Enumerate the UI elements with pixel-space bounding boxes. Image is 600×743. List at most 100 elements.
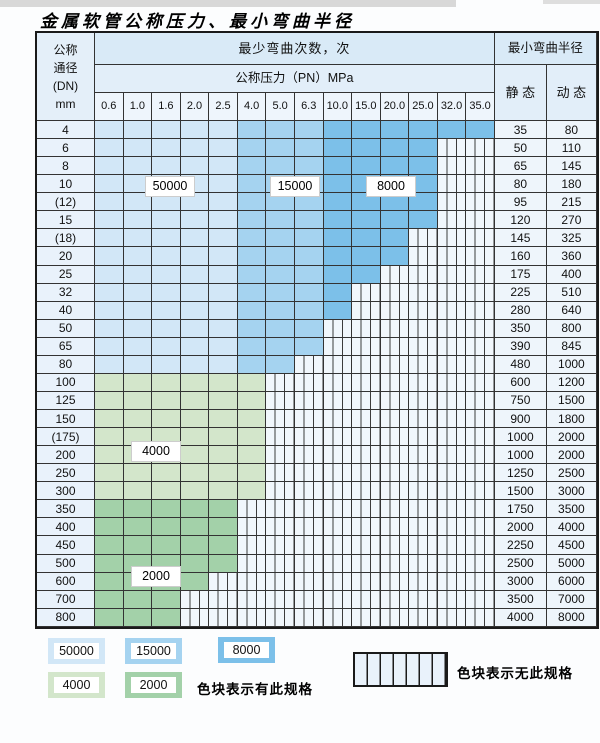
spec-cell: [180, 265, 210, 284]
no-spec-cell: [466, 428, 495, 447]
no-spec-cell: [323, 355, 353, 374]
static-radius-value: 2000: [494, 518, 547, 537]
spec-cell: [180, 319, 210, 338]
spec-cell: [466, 121, 495, 140]
spec-cell: [180, 518, 210, 537]
dn-value: (18): [37, 229, 95, 248]
no-spec-cell: [352, 518, 381, 537]
spec-cell: [323, 247, 353, 266]
no-spec-cell: [466, 500, 495, 519]
spec-cell: [180, 229, 210, 248]
spec-cell: [180, 355, 210, 374]
no-spec-cell: [352, 410, 381, 429]
spec-cell: [95, 193, 124, 212]
spec-cell: [409, 121, 438, 140]
no-spec-cell: [437, 536, 467, 555]
pressure-tick: 1.0: [123, 93, 153, 121]
no-spec-cell: [380, 301, 410, 320]
no-spec-cell: [466, 229, 495, 248]
no-spec-cell: [352, 554, 381, 573]
spec-table: 公称 通径 (DN) mm 最少弯曲次数，次 最小弯曲半径 公称压力（PN）MP…: [35, 31, 599, 629]
static-column-header: 静 态: [494, 65, 547, 121]
dn-value: 80: [37, 355, 95, 374]
no-spec-cell: [352, 319, 381, 338]
no-spec-cell: [380, 428, 410, 447]
no-spec-cell: [294, 536, 324, 555]
static-radius-value: 3500: [494, 590, 547, 609]
spec-cell: [95, 373, 124, 392]
no-spec-cell: [466, 175, 495, 194]
no-spec-cell: [437, 337, 467, 356]
dynamic-radius-value: 270: [546, 211, 597, 230]
pressure-tick: 25.0: [409, 93, 438, 121]
no-spec-cell: [180, 590, 210, 609]
spec-cell: [123, 464, 153, 483]
static-radius-value: 280: [494, 301, 547, 320]
spec-cell: [294, 157, 324, 176]
spec-cell: [237, 283, 267, 302]
no-spec-cell: [466, 410, 495, 429]
spec-cell: [180, 482, 210, 501]
spec-cell: [209, 410, 238, 429]
spec-cell: [266, 265, 295, 284]
no-spec-cell: [323, 482, 353, 501]
spec-cell: [380, 139, 410, 158]
static-radius-value: 1500: [494, 482, 547, 501]
spec-cell: [323, 265, 353, 284]
spec-cell: [294, 319, 324, 338]
spec-cell: [237, 121, 267, 140]
spec-cell: [95, 572, 124, 591]
spec-cell: [294, 283, 324, 302]
no-spec-cell: [466, 391, 495, 410]
no-spec-cell: [323, 428, 353, 447]
spec-cell: [209, 337, 238, 356]
no-spec-cell: [380, 355, 410, 374]
no-spec-cell: [409, 319, 438, 338]
spec-cell: [123, 229, 153, 248]
no-spec-cell: [352, 572, 381, 591]
spec-cell: [352, 265, 381, 284]
spec-cell: [123, 536, 153, 555]
dynamic-radius-value: 145: [546, 157, 597, 176]
no-spec-cell: [409, 373, 438, 392]
dynamic-radius-value: 215: [546, 193, 597, 212]
no-spec-cell: [352, 337, 381, 356]
dynamic-radius-value: 360: [546, 247, 597, 266]
spec-cell: [209, 355, 238, 374]
no-spec-cell: [352, 500, 381, 519]
spec-cell: [95, 464, 124, 483]
dn-value: 700: [37, 590, 95, 609]
no-spec-cell: [409, 464, 438, 483]
spec-cell: [237, 410, 267, 429]
no-spec-cell: [323, 572, 353, 591]
no-spec-cell: [409, 608, 438, 627]
static-radius-value: 900: [494, 410, 547, 429]
no-spec-cell: [266, 391, 295, 410]
no-spec-cell: [466, 319, 495, 338]
pressure-tick: 2.5: [209, 93, 238, 121]
pressure-tick: 20.0: [380, 93, 410, 121]
no-spec-cell: [294, 464, 324, 483]
dynamic-radius-value: 1000: [546, 355, 597, 374]
no-spec-cell: [380, 319, 410, 338]
spec-cell: [95, 157, 124, 176]
dn-value: 4: [37, 121, 95, 140]
no-spec-cell: [466, 572, 495, 591]
dn-value: 150: [37, 410, 95, 429]
no-spec-cell: [380, 283, 410, 302]
no-spec-cell: [380, 608, 410, 627]
static-radius-value: 35: [494, 121, 547, 140]
legend-has-spec-text: 色块表示有此规格: [197, 682, 313, 697]
no-spec-cell: [323, 319, 353, 338]
spec-cell: [152, 283, 181, 302]
spec-cell: [352, 211, 381, 230]
dn-value: 800: [37, 608, 95, 627]
spec-cell: [323, 283, 353, 302]
no-spec-cell: [323, 500, 353, 519]
no-spec-cell: [380, 410, 410, 429]
no-spec-cell: [409, 428, 438, 447]
spec-cell: [352, 229, 381, 248]
spec-cell: [380, 247, 410, 266]
no-spec-cell: [209, 572, 238, 591]
spec-cell: [95, 536, 124, 555]
